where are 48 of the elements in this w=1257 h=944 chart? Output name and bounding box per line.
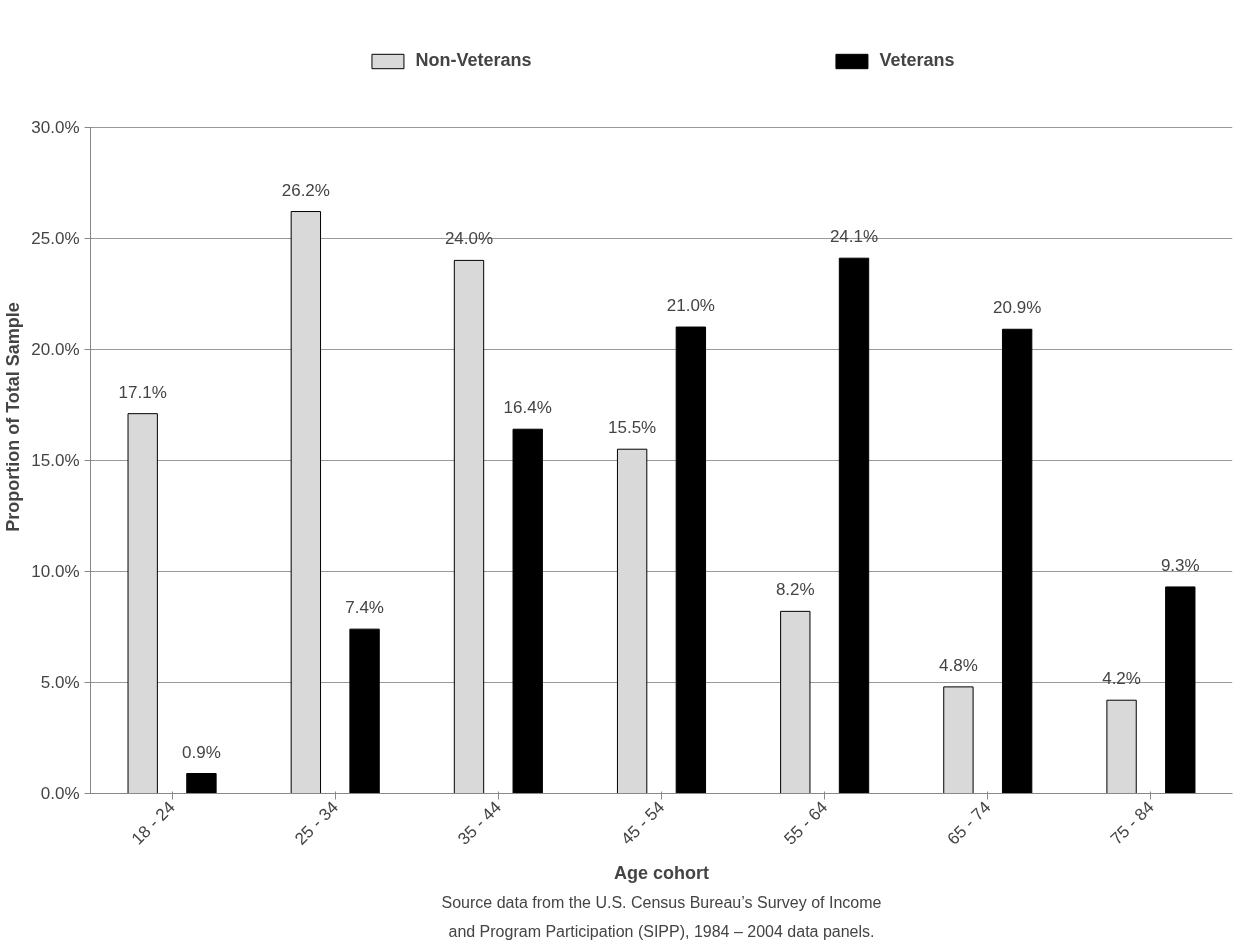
data-label: 7.4% (345, 598, 384, 618)
data-label: 15.5% (608, 418, 657, 438)
y-tick-label: 15.0% (31, 450, 80, 470)
bar (186, 773, 217, 794)
y-axis-title: Proportion of Total Sample (3, 302, 24, 532)
bar (675, 326, 707, 794)
y-tick-label: 30.0% (31, 117, 80, 137)
bar (453, 259, 485, 794)
x-tick-label: 55 - 64 (780, 797, 832, 849)
x-tick-label: 18 - 24 (127, 797, 179, 849)
y-tick-label: 5.0% (40, 672, 80, 692)
data-label: 20.9% (993, 298, 1042, 318)
x-tick-label: 45 - 54 (617, 797, 669, 849)
legend-label: Veterans (879, 50, 955, 71)
y-tick-label: 10.0% (31, 561, 80, 581)
bar (1001, 328, 1033, 794)
legend-label: Non-Veterans (415, 50, 532, 71)
y-tick-label: 20.0% (31, 339, 80, 359)
x-tick-label: 65 - 74 (943, 797, 995, 849)
x-tick-label: 25 - 34 (291, 797, 342, 849)
data-label: 0.9% (182, 742, 221, 762)
bar (838, 257, 870, 794)
bar (943, 686, 974, 794)
bar (780, 610, 811, 794)
data-label: 4.8% (939, 655, 978, 675)
text: and Program Participation (SIPP), 1984 – 2004 data panels. (448, 922, 875, 940)
data-label: 26.2% (281, 180, 330, 200)
bar (349, 628, 380, 794)
data-label: 4.2% (1102, 669, 1141, 689)
data-label: 16.4% (503, 398, 552, 418)
x-tick-label: 35 - 44 (454, 797, 506, 849)
bar (512, 428, 543, 794)
data-label: 24.1% (829, 227, 879, 247)
bar (1165, 586, 1196, 794)
y-tick-label: 0.0% (40, 784, 80, 803)
data-label: 9.3% (1160, 555, 1200, 575)
bar (127, 413, 158, 794)
y-tick-label: 25.0% (31, 228, 80, 248)
data-label: 8.2% (775, 580, 815, 600)
data-label: 17.1% (118, 382, 167, 402)
data-label: 21.0% (666, 296, 715, 316)
x-axis-title: Age cohort (614, 863, 710, 884)
bar (1106, 699, 1137, 794)
source-note: Source data from the U.S. Census Bureau’s Survey of Income (441, 893, 882, 911)
x-tick-label: 75 - 84 (1106, 797, 1158, 849)
bar (616, 448, 648, 794)
data-label: 24.0% (444, 229, 494, 249)
bar (290, 211, 322, 794)
